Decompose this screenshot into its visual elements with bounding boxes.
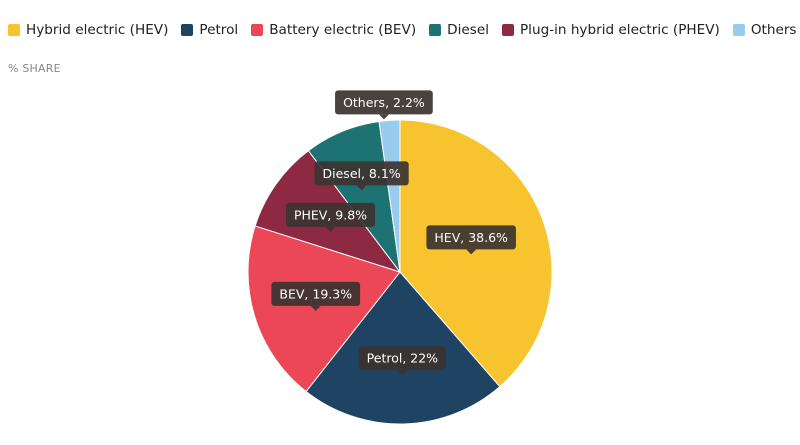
data-label-text: PHEV, 9.8% <box>294 207 367 222</box>
data-label-box <box>314 161 409 186</box>
data-label-text: Diesel, 8.1% <box>323 166 401 181</box>
data-label-plug-in-hybrid-electric-phev: PHEV, 9.8% <box>285 202 376 232</box>
data-label-pointer <box>325 226 336 232</box>
legend-label: Diesel <box>447 22 489 38</box>
pie-slice-others[interactable] <box>378 119 401 273</box>
data-label-box <box>335 90 433 115</box>
data-label-box <box>271 281 361 306</box>
legend-item-hybrid-electric-hev[interactable]: Hybrid electric (HEV) <box>8 22 168 38</box>
legend-swatch <box>732 24 745 36</box>
legend-item-battery-electric-bev[interactable]: Battery electric (BEV) <box>251 22 416 38</box>
data-label-text: HEV, 38.6% <box>434 230 508 245</box>
data-label-pointer <box>356 185 367 191</box>
legend-label: Battery electric (BEV) <box>269 22 417 38</box>
data-label-pointer <box>310 305 321 311</box>
legend-swatch <box>181 24 194 36</box>
legend-swatch <box>251 24 264 36</box>
legend-item-others[interactable]: Others <box>732 22 797 38</box>
data-label-text: BEV, 19.3% <box>279 286 352 301</box>
legend-swatch <box>501 24 514 36</box>
data-label-pointer <box>466 249 477 255</box>
legend-item-plug-in-hybrid-electric-phev[interactable]: Plug-in hybrid electric (PHEV) <box>501 22 720 38</box>
data-label-box <box>426 225 516 250</box>
legend-label: Plug-in hybrid electric (PHEV) <box>519 22 720 38</box>
data-label-diesel: Diesel, 8.1% <box>314 161 409 191</box>
pie-slice-hybrid-electric-hev[interactable] <box>399 119 553 388</box>
data-label-petrol: Petrol, 22% <box>358 346 447 376</box>
data-label-pointer <box>397 370 408 376</box>
data-label-box <box>285 202 376 227</box>
data-label-text: Others, 2.2% <box>343 95 425 110</box>
legend-label: Others <box>750 22 797 38</box>
data-label-others: Others, 2.2% <box>335 90 433 120</box>
chart-legend: Hybrid electric (HEV) Petrol Battery elect… <box>8 22 800 38</box>
legend-label: Petrol <box>199 22 239 38</box>
data-labels-layer: HEV, 38.6% Petrol, 22% BEV, 19.3% PHEV, 9.8… <box>271 90 516 376</box>
legend-swatch <box>429 24 442 36</box>
data-label-box <box>358 346 447 371</box>
axis-label: % SHARE <box>8 62 61 75</box>
data-label-battery-electric-bev: BEV, 19.3% <box>271 281 361 311</box>
legend-item-diesel[interactable]: Diesel <box>429 22 489 38</box>
legend-label: Hybrid electric (HEV) <box>26 22 169 38</box>
data-label-hybrid-electric-hev: HEV, 38.6% <box>426 225 516 255</box>
legend-item-petrol[interactable]: Petrol <box>181 22 238 38</box>
legend-swatch <box>8 24 20 36</box>
data-label-pointer <box>378 114 389 120</box>
data-label-text: Petrol, 22% <box>367 351 439 366</box>
pie-slice-battery-electric-bev[interactable] <box>247 225 401 393</box>
